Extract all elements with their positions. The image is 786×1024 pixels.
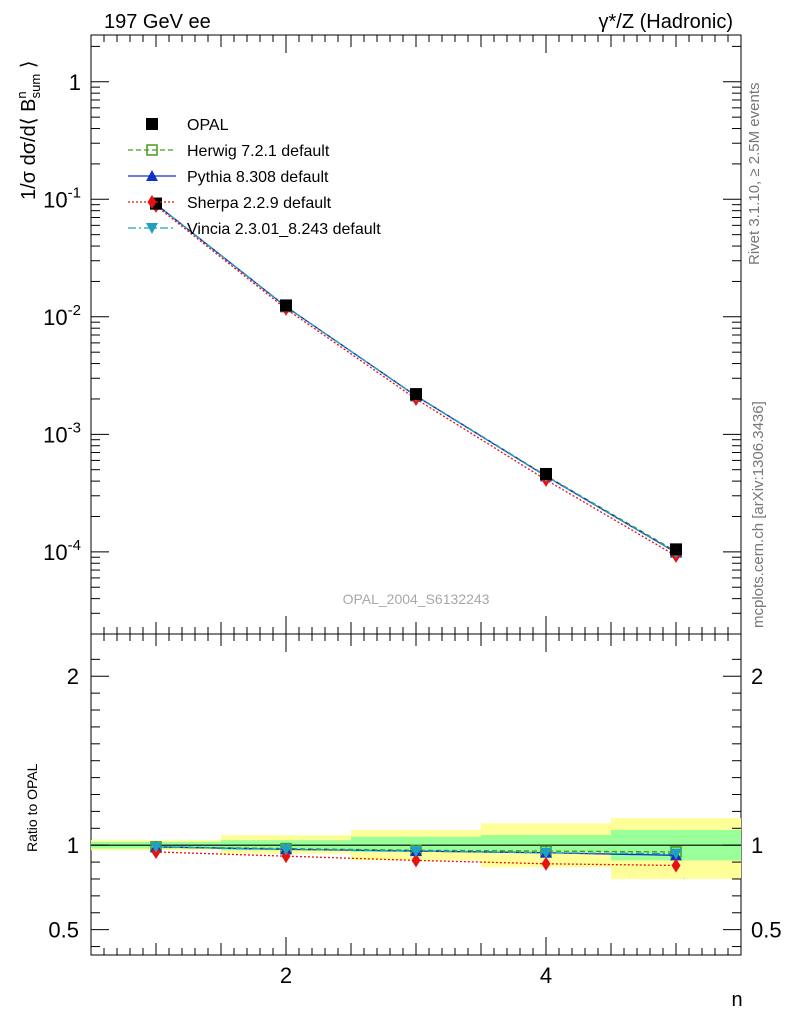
ratio-point-vincia [540, 847, 552, 859]
ratio-point-vincia [150, 841, 162, 853]
header-right: γ*/Z (Hadronic) [599, 11, 733, 33]
y-tick-label: 10-3 [43, 419, 81, 447]
ratio-point-sherpa [671, 858, 681, 873]
series-line-herwig [155, 203, 677, 552]
ratio-plot-frame [90, 633, 742, 956]
y-tick-label: 10-1 [43, 184, 81, 212]
legend-marker-vincia [146, 223, 158, 234]
legend-marker-pythia [146, 170, 158, 181]
ratio-y-tick-label: 1 [67, 833, 79, 858]
ratio-axis-label: Ratio to OPAL [24, 763, 40, 852]
svg-text:1/σ dσ/d⟨ Bnsum ⟩: 1/σ dσ/d⟨ Bnsum ⟩ [14, 60, 43, 200]
ratio-y-tick-label: 2 [751, 664, 763, 689]
x-tick-label: 4 [540, 963, 552, 988]
series-line-vincia [155, 203, 677, 554]
y-tick-label: 1 [69, 70, 81, 95]
point-data [410, 388, 422, 401]
series-line-sherpa [155, 205, 677, 557]
legend-label-sherpa: Sherpa 2.2.9 default [187, 195, 332, 212]
point-data [540, 467, 552, 480]
ratio-point-vincia [410, 846, 422, 858]
y-tick-label: 10-4 [43, 537, 81, 565]
ratio-y-tick-label: 0.5 [48, 918, 79, 943]
ratio-y-tick-label: 0.5 [751, 918, 782, 943]
legend-label-pythia: Pythia 8.308 default [187, 169, 329, 186]
legend-label-vincia: Vincia 2.3.01_8.243 default [187, 221, 381, 238]
header-left: 197 GeV ee [104, 11, 211, 33]
watermark: OPAL_2004_S6132243 [343, 591, 490, 607]
legend-label-herwig: Herwig 7.2.1 default [187, 143, 330, 160]
legend: OPAL Herwig 7.2.1 default Pythia 8.308 def… [128, 117, 381, 238]
rivet-label: Rivet 3.1.10, ≥ 2.5M events [746, 83, 763, 266]
x-tick-label: 2 [280, 963, 292, 988]
series-line-pythia [155, 203, 677, 554]
legend-label-data: OPAL [187, 117, 229, 134]
point-data [280, 299, 292, 312]
ratio-point-vincia [670, 848, 682, 860]
y-tick-label: 10-2 [43, 302, 81, 330]
legend-marker-sherpa [147, 195, 157, 209]
mcplots-label: mcplots.cern.ch [arXiv:1306.3436] [750, 401, 767, 628]
legend-marker-herwig [146, 144, 158, 156]
legend-marker-data [146, 118, 158, 130]
ratio-y-tick-label: 1 [751, 833, 763, 858]
x-axis-label: n [731, 989, 742, 1011]
uncertainty-band-inner [351, 836, 481, 852]
ratio-point-sherpa [281, 849, 291, 864]
top-y-axis-label: 1/σ dσ/d⟨ Bnsum ⟩ [14, 60, 43, 200]
ratio-point-sherpa [541, 856, 551, 871]
point-data [670, 543, 682, 556]
ratio-y-tick-label: 2 [67, 664, 79, 689]
ratio-point-sherpa [411, 853, 421, 868]
uncertainty-band-inner [481, 835, 611, 852]
ratio-point-vincia [280, 844, 292, 856]
